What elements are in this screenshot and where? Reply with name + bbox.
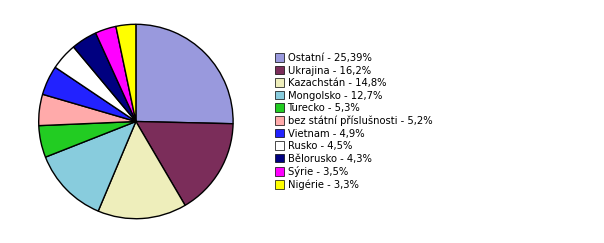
- Wedge shape: [39, 122, 136, 157]
- Wedge shape: [55, 47, 136, 122]
- Wedge shape: [43, 67, 136, 122]
- Wedge shape: [45, 122, 136, 211]
- Wedge shape: [95, 26, 136, 122]
- Wedge shape: [116, 24, 136, 122]
- Wedge shape: [74, 33, 136, 122]
- Wedge shape: [136, 24, 233, 124]
- Legend: Ostatní - 25,39%, Ukrajina - 16,2%, Kazachstán - 14,8%, Mongolsko - 12,7%, Turec: Ostatní - 25,39%, Ukrajina - 16,2%, Kaza…: [275, 53, 432, 190]
- Wedge shape: [98, 122, 185, 219]
- Wedge shape: [39, 94, 136, 126]
- Wedge shape: [136, 122, 233, 205]
